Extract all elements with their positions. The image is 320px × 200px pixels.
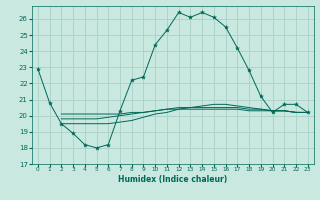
X-axis label: Humidex (Indice chaleur): Humidex (Indice chaleur) bbox=[118, 175, 228, 184]
